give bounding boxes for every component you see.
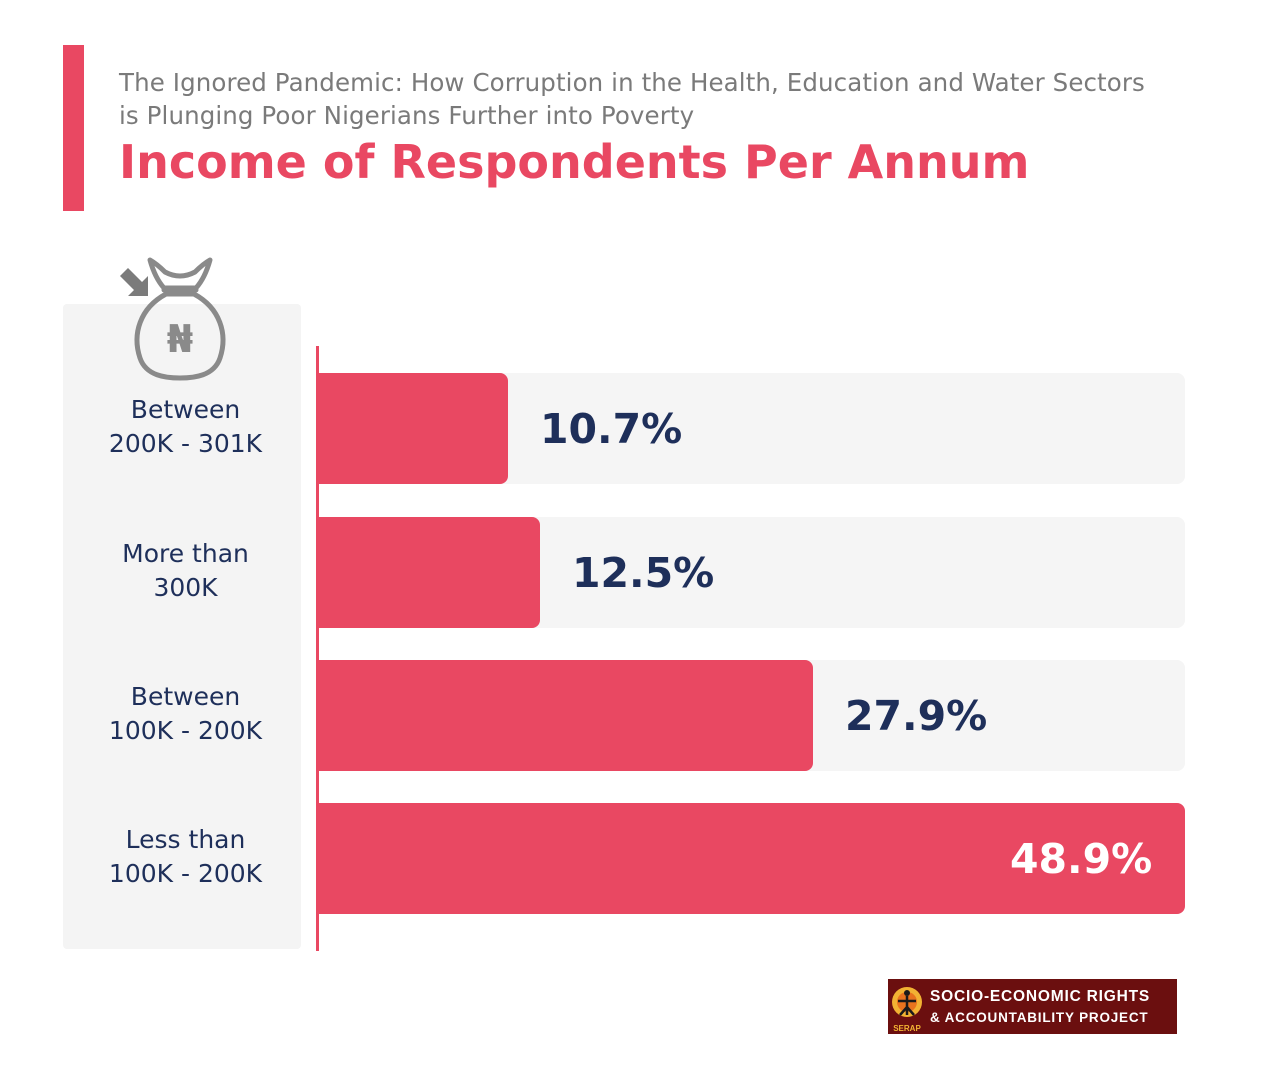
category-label-line: Between [130,681,241,711]
category-label-line: 100K - 200K [108,858,263,888]
bar [319,660,813,771]
logo-text: SOCIO-ECONOMIC RIGHTS & ACCOUNTABILITY P… [926,986,1150,1028]
category-label: Less than 100K - 200K [63,823,308,891]
category-label-line: 200K - 301K [108,428,263,458]
bar [319,517,540,628]
subtitle-line-1: The Ignored Pandemic: How Corruption in … [119,68,1145,97]
logo-line-1: SOCIO-ECONOMIC RIGHTS [930,987,1151,1005]
money-bag-naira-icon: ₦ [120,257,226,381]
category-label: Between 100K - 200K [63,680,308,748]
serap-emblem-icon: SERAP [892,987,922,1033]
bar [319,803,1185,914]
category-label-line: Less than [125,824,246,854]
category-label-line: 100K - 200K [108,715,263,745]
arrow-down-right-icon [120,268,148,296]
chart-subtitle: The Ignored Pandemic: How Corruption in … [119,66,1179,132]
logo-line-2: & ACCOUNTABILITY PROJECT [930,1009,1149,1025]
header-accent-bar [63,45,84,211]
category-label-line: Between [130,394,241,424]
data-label: 12.5% [572,548,715,597]
category-label-line: More than [122,538,249,568]
subtitle-line-2: is Plunging Poor Nigerians Further into … [119,101,695,130]
serap-logo: SERAP SOCIO-ECONOMIC RIGHTS & ACCOUNTABI… [888,979,1177,1034]
chart-axis-line [316,346,319,951]
category-label: More than 300K [63,537,308,605]
logo-mark-text: SERAP [893,1024,921,1033]
category-label-line: 300K [153,572,218,602]
naira-symbol: ₦ [167,317,193,361]
data-label: 48.9% [1010,834,1153,883]
category-label: Between 200K - 301K [63,393,308,461]
data-label: 27.9% [845,691,988,740]
data-label: 10.7% [540,404,683,453]
bar [319,373,508,484]
category-label-panel [63,304,301,949]
chart-title: Income of Respondents Per Annum [119,135,1030,189]
